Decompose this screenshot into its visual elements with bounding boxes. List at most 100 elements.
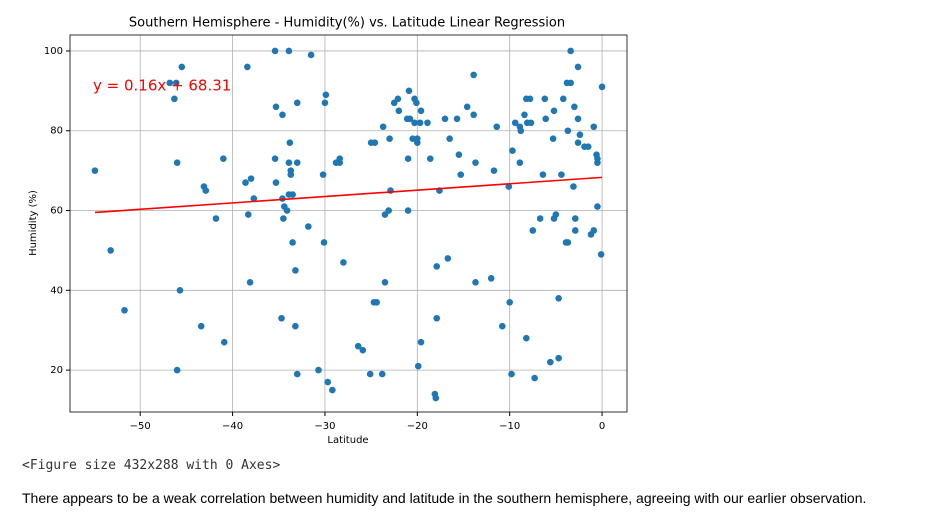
x-tick-label: −40 [222,421,243,432]
point [271,47,279,55]
point [417,107,425,115]
point [293,370,301,378]
y-tick-label: 100 [44,46,63,57]
point [559,95,567,103]
point [597,251,605,258]
point [417,338,425,346]
point [394,95,402,103]
point [395,107,403,115]
point [594,159,601,166]
point [373,298,380,306]
point [278,314,285,322]
point [539,171,547,178]
point [414,362,422,370]
point [594,203,601,210]
x-tick-label: −50 [130,421,151,432]
point [574,115,582,123]
point [378,370,386,378]
y-tick-label: 80 [50,126,63,137]
point [202,187,210,194]
point [285,47,293,55]
point [293,159,301,166]
point [432,394,440,402]
point [413,99,420,107]
point [516,159,524,166]
point [564,239,572,246]
x-tick-label: −30 [314,421,335,432]
point [508,370,515,378]
point [271,155,279,162]
point [571,103,578,111]
point [319,171,327,178]
point [244,211,252,218]
point [336,155,344,162]
point [455,151,463,158]
point [409,135,416,143]
point [320,239,328,246]
point [457,171,465,178]
annotation: y = 0.16x + 68.31 [93,77,231,95]
point [340,259,347,266]
point [472,159,479,166]
point [404,155,412,162]
point [178,63,186,71]
point [590,123,598,131]
point [286,139,294,147]
point [523,334,530,342]
point [305,223,312,230]
point [354,342,362,350]
point [574,139,582,147]
point [220,155,227,162]
point [470,111,477,119]
point [287,171,295,178]
point [121,306,128,314]
point [433,314,441,322]
point [521,111,528,119]
point [558,171,565,178]
point [555,354,562,362]
x-tick-label: 0 [599,421,605,432]
point [359,346,367,354]
point [574,63,582,71]
chart: Southern Hemisphere - Humidity(%) vs. La… [28,16,628,446]
x-tick-label: −10 [499,421,520,432]
point [324,378,332,386]
point [307,51,315,59]
point [511,119,519,127]
point [280,215,287,222]
regression-line [94,176,603,214]
point [385,207,392,214]
point [552,211,560,218]
point [371,139,379,147]
markdown-text: There appears to be a weak correlation b… [22,490,867,506]
point [244,63,251,71]
point [444,255,452,262]
y-tick-label: 60 [50,206,63,217]
point [529,227,537,234]
x-axis-label: Latitude [327,435,368,446]
point [414,139,421,147]
point [517,127,525,135]
cell-output: <Figure size 432x288 with 0 Axes> [22,458,281,473]
point [220,338,228,346]
point [173,366,181,374]
point [433,263,441,270]
point [322,91,330,99]
point [381,279,389,286]
point [166,79,174,87]
point [171,95,178,103]
point [453,115,461,123]
point [272,103,280,111]
point [172,79,180,87]
point [212,215,220,222]
point [536,215,544,222]
point [379,123,387,131]
point [366,370,374,378]
point [505,183,513,190]
point [285,159,293,166]
point [564,127,572,135]
point [404,207,412,214]
point [526,95,534,103]
y-tick-label: 20 [50,365,63,376]
